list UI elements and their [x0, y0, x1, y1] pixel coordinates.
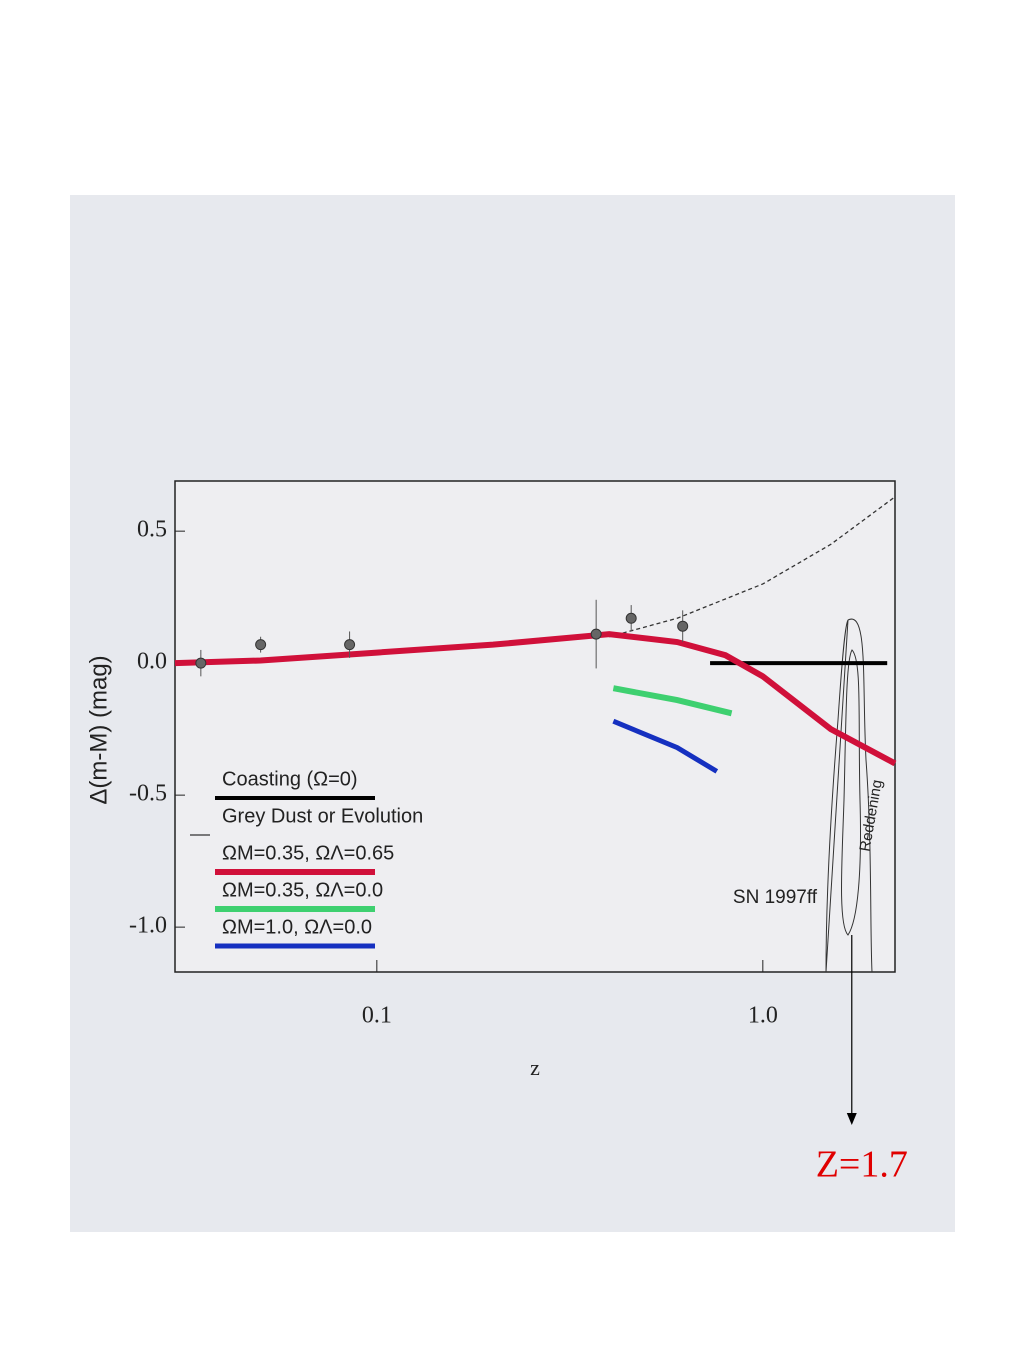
- annotation: Z=1.7: [816, 1144, 908, 1186]
- x-tick-label: 1.0: [748, 1003, 778, 1029]
- x-axis-label: z: [530, 1055, 540, 1080]
- arrow-head: [846, 1113, 857, 1125]
- y-axis-label: Δ(m-M) (mag): [85, 655, 112, 804]
- legend-label: Grey Dust or Evolution: [222, 805, 423, 827]
- plot-frame: [174, 480, 896, 973]
- contour: [825, 618, 873, 973]
- contour: [841, 649, 861, 936]
- legend-label: ΩM=0.35, ΩΛ=0.65: [222, 842, 394, 864]
- y-tick-label: -0.5: [129, 781, 167, 807]
- legend-label: Coasting (Ω=0): [222, 768, 358, 790]
- data-point: [195, 657, 207, 669]
- annotation: SN 1997ff: [733, 887, 818, 908]
- series-line: [612, 685, 733, 717]
- data-point: [590, 628, 602, 640]
- data-point: [625, 612, 637, 624]
- data-point: [255, 639, 267, 651]
- series-line: [174, 631, 897, 767]
- y-tick-label: 0.0: [137, 649, 167, 675]
- x-tick-label: 0.1: [362, 1003, 392, 1029]
- legend-label: ΩM=0.35, ΩΛ=0.0: [222, 879, 383, 901]
- series-line: [609, 496, 896, 638]
- data-point: [677, 620, 689, 632]
- data-point: [344, 639, 356, 651]
- y-tick-label: 0.5: [137, 517, 167, 543]
- series-line: [612, 718, 719, 774]
- y-tick-label: -1.0: [129, 913, 167, 939]
- legend-label: ΩM=1.0, ΩΛ=0.0: [222, 916, 372, 938]
